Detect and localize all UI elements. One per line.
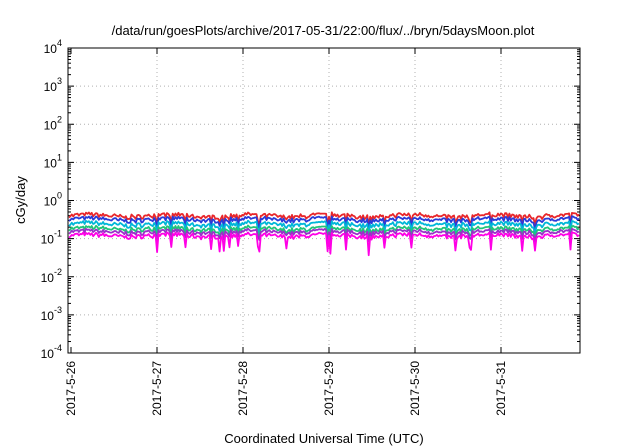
series-line bbox=[68, 231, 580, 257]
series-lines bbox=[68, 211, 580, 257]
series-line bbox=[68, 224, 580, 240]
grid bbox=[68, 47, 580, 354]
x-tick-labels: 2017-5-26 2017-5-27 2017-5-28 2017-5-29 2017… bbox=[64, 361, 508, 416]
plot-frame bbox=[67, 47, 581, 354]
chart-title: /data/run/goesPlots/archive/2017-05-31/2… bbox=[112, 23, 535, 38]
series-line bbox=[68, 215, 580, 231]
x-axis-label: Coordinated Universal Time (UTC) bbox=[224, 431, 423, 446]
y-tick-labels: 10-4 10-3 10-2 10-1 100 101 102 103 104 bbox=[41, 38, 62, 361]
y-tick-label: 10-4 bbox=[41, 343, 62, 361]
y-tick-label: 104 bbox=[44, 38, 62, 56]
x-tick-label: 2017-5-27 bbox=[150, 361, 164, 416]
x-tick-label: 2017-5-28 bbox=[236, 361, 250, 416]
x-tick-label: 2017-5-29 bbox=[322, 361, 336, 416]
y-tick-label: 10-1 bbox=[41, 229, 62, 247]
y-tick-label: 101 bbox=[44, 152, 62, 170]
x-tick-label: 2017-5-31 bbox=[494, 361, 508, 416]
series-line bbox=[68, 211, 580, 227]
y-tick-label: 102 bbox=[44, 114, 62, 132]
y-tick-label: 10-3 bbox=[41, 305, 62, 323]
x-tick-label: 2017-5-30 bbox=[408, 361, 422, 416]
y-axis-label: cGy/day bbox=[13, 176, 28, 224]
series-line bbox=[68, 227, 580, 243]
series-line bbox=[68, 219, 580, 235]
y-tick-label: 103 bbox=[44, 76, 62, 94]
y-tick-label: 10-2 bbox=[41, 267, 62, 285]
x-tick-label: 2017-5-26 bbox=[64, 361, 78, 416]
y-tick-label: 100 bbox=[44, 191, 62, 209]
